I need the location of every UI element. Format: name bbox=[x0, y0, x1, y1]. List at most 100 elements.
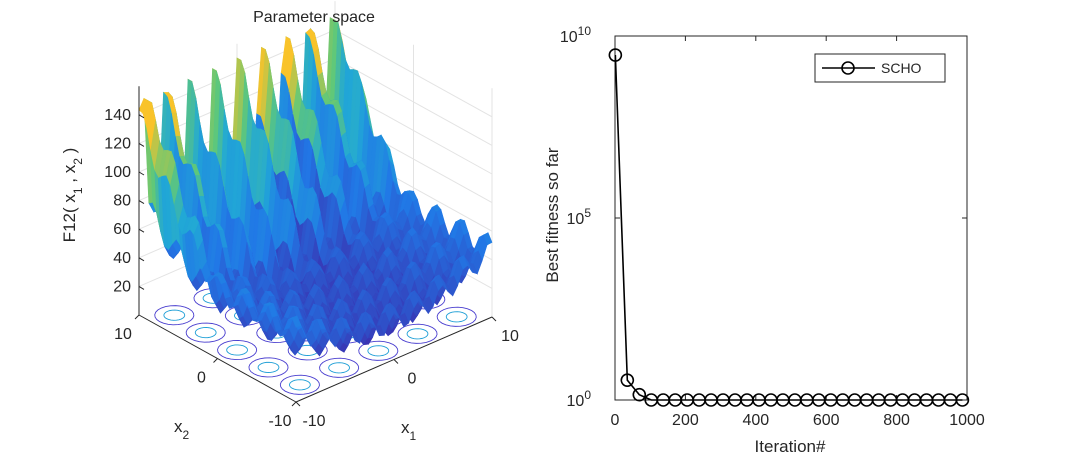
series-marker bbox=[620, 373, 635, 387]
contour-ring bbox=[154, 305, 195, 326]
legend: SCHO bbox=[814, 53, 946, 83]
z-tick-mark bbox=[138, 114, 145, 119]
plot-box bbox=[614, 35, 968, 401]
contour-ring bbox=[185, 322, 226, 343]
series-marker bbox=[740, 393, 754, 407]
z-tick-label: 100 bbox=[104, 164, 131, 181]
series-marker bbox=[752, 393, 766, 407]
series-marker bbox=[728, 393, 742, 407]
contour-ring bbox=[163, 309, 186, 321]
conv-y-tick-base: 10 bbox=[567, 393, 585, 410]
contour-ring bbox=[397, 323, 438, 344]
contour-ring bbox=[257, 361, 280, 373]
z-label-prefix: F12( x bbox=[60, 194, 79, 243]
conv-y-tick-label: 105 bbox=[567, 206, 592, 228]
series-marker bbox=[788, 393, 802, 407]
surface-title: Parameter space bbox=[253, 9, 375, 26]
series-marker bbox=[883, 393, 898, 407]
series-marker bbox=[835, 393, 850, 407]
series-marker bbox=[907, 393, 922, 407]
z-tick-label: 140 bbox=[104, 107, 131, 124]
z-label-sub1: 1 bbox=[71, 187, 85, 194]
x2-tick-mark bbox=[291, 401, 297, 407]
surface-plot: Parameter space 20 40 60 80 100 120 140 -10 0 1 0… bbox=[60, 1, 519, 443]
series-marker bbox=[919, 393, 934, 407]
x1-tick-mark bbox=[393, 359, 399, 364]
x1-tick-label: 0 bbox=[408, 371, 417, 388]
series-marker bbox=[847, 393, 862, 407]
z-label-suffix: ) bbox=[60, 148, 79, 158]
x2-axis-label: x2 bbox=[174, 417, 190, 442]
legend-box bbox=[814, 53, 946, 83]
series-marker bbox=[943, 393, 958, 407]
surface-mesh bbox=[138, 17, 493, 357]
conv-y-tick-exp: 5 bbox=[584, 206, 591, 220]
surface-patch bbox=[291, 315, 302, 328]
z-tick-mark bbox=[138, 285, 145, 290]
series-marker bbox=[776, 393, 790, 407]
z-tick-label: 20 bbox=[113, 278, 131, 295]
conv-y-tick-label: 1010 bbox=[560, 24, 591, 46]
x2-tick-label: 0 bbox=[197, 370, 206, 387]
z-tick-mark bbox=[138, 228, 145, 233]
series-marker bbox=[823, 393, 838, 407]
contour-ring bbox=[289, 379, 311, 391]
series-marker bbox=[800, 393, 814, 407]
x1-axis-label: x1 bbox=[401, 418, 417, 443]
conv-x-tick-label: 1000 bbox=[949, 412, 985, 429]
series-marker bbox=[895, 393, 910, 407]
series-marker bbox=[931, 393, 946, 407]
contour-ring bbox=[217, 339, 258, 361]
legend-label: SCHO bbox=[881, 60, 922, 76]
x2-tick-label: -10 bbox=[268, 413, 291, 430]
legend-marker bbox=[841, 61, 855, 75]
z-tick-label: 40 bbox=[113, 250, 131, 267]
x1-ticks: -10 0 10 bbox=[295, 316, 519, 430]
conv-x-tick-label: 200 bbox=[672, 412, 699, 429]
series-marker bbox=[632, 387, 647, 402]
series-marker bbox=[716, 393, 730, 407]
z-tick-label: 80 bbox=[113, 193, 131, 210]
series-marker bbox=[704, 393, 718, 407]
series-marker bbox=[955, 393, 970, 407]
x2-tick-mark bbox=[134, 314, 140, 320]
z-axis-label: F12( x1 , x2 ) bbox=[60, 148, 85, 243]
contour-ring bbox=[194, 327, 217, 339]
x1-tick-label: -10 bbox=[302, 413, 325, 430]
series-line bbox=[614, 55, 963, 401]
contour-ring bbox=[328, 362, 350, 374]
series-marker bbox=[644, 393, 659, 407]
contour-ring bbox=[367, 345, 390, 357]
conv-y-tick-base: 10 bbox=[567, 211, 585, 228]
z-tick-mark bbox=[138, 257, 145, 262]
x1-label-base: x bbox=[401, 418, 410, 437]
conv-y-label: Best fitness so far bbox=[543, 147, 562, 282]
contour-ring bbox=[248, 357, 289, 378]
conv-y-tick-base: 10 bbox=[560, 29, 578, 46]
conv-axes-box bbox=[614, 35, 968, 401]
x-ticks: 0 200 400 600 800 1000 bbox=[611, 36, 985, 429]
z-tick-mark bbox=[138, 142, 145, 147]
z-tick-label: 60 bbox=[113, 221, 131, 238]
contour-ring bbox=[358, 340, 399, 361]
series-scho bbox=[608, 48, 970, 407]
conv-x-tick-label: 800 bbox=[883, 412, 910, 429]
contour-ring bbox=[436, 306, 477, 327]
conv-x-tick-label: 400 bbox=[742, 412, 769, 429]
series-marker bbox=[668, 393, 682, 407]
contour-ring bbox=[319, 357, 360, 378]
contour-ring bbox=[445, 311, 468, 323]
z-tick-label: 120 bbox=[104, 135, 131, 152]
series-marker bbox=[764, 393, 778, 407]
contour-ring bbox=[406, 328, 429, 340]
z-label-sub2: 2 bbox=[71, 158, 85, 165]
series-marker bbox=[859, 393, 874, 407]
conv-x-tick-label: 600 bbox=[813, 412, 840, 429]
contour-ring bbox=[226, 344, 248, 356]
z-ticks: 20 40 60 80 100 120 140 bbox=[104, 107, 145, 295]
series-marker bbox=[812, 393, 826, 407]
z-label-mid: , x bbox=[60, 164, 79, 187]
x1-tick-mark bbox=[491, 316, 497, 322]
